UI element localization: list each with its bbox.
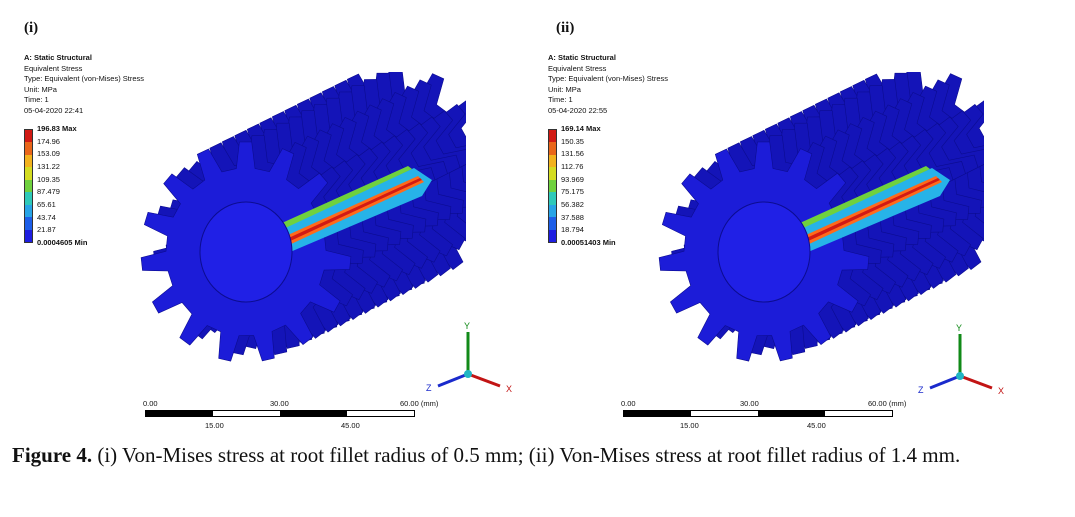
legend-value: 109.35 bbox=[37, 174, 60, 184]
legend-labels: 196.83 Max 174.96 153.09 131.22 109.35 87.479… bbox=[37, 124, 157, 251]
legend-swatch bbox=[25, 167, 32, 180]
legend-value: 131.22 bbox=[37, 161, 60, 171]
y-axis-label: Y bbox=[464, 321, 470, 331]
result-unit: Unit: MPa bbox=[24, 84, 57, 94]
panel-label: (ii) bbox=[556, 20, 575, 36]
z-axis-label: Z bbox=[426, 383, 432, 393]
legend-swatch bbox=[549, 142, 556, 155]
legend-swatch bbox=[549, 204, 556, 218]
legend-swatch bbox=[549, 130, 556, 143]
legend-swatch bbox=[549, 229, 556, 242]
legend-value: 0.00051403 Min bbox=[561, 237, 616, 247]
z-axis-arrow bbox=[929, 374, 961, 390]
triad-origin bbox=[464, 370, 472, 378]
result-time: Time: 1 bbox=[24, 95, 49, 105]
axis-triad: Y X Z bbox=[420, 318, 520, 403]
scale-bar-segments bbox=[623, 410, 893, 417]
legend-value: 112.76 bbox=[561, 161, 584, 171]
z-axis-arrow bbox=[437, 372, 469, 388]
color-scale bbox=[24, 129, 33, 243]
x-axis-label: X bbox=[506, 384, 512, 394]
scale-label-mid: 30.00 bbox=[740, 399, 759, 408]
stress-peak bbox=[271, 178, 422, 249]
legend-swatch bbox=[25, 130, 32, 143]
legend-value: 0.0004605 Min bbox=[37, 237, 88, 247]
stress-mid bbox=[262, 166, 412, 237]
legend-value: 37.588 bbox=[561, 212, 584, 222]
axis-triad: Y X Z bbox=[912, 320, 1012, 405]
legend-value: 21.87 bbox=[37, 225, 56, 235]
scale-label-q3: 45.00 bbox=[341, 421, 360, 430]
legend-value: 65.61 bbox=[37, 199, 56, 209]
legend-swatch bbox=[549, 217, 556, 230]
result-date: 05-04-2020 22:55 bbox=[548, 105, 608, 115]
result-info: A: Static Structural Equivalent Stress T… bbox=[548, 53, 668, 117]
triad-origin bbox=[956, 372, 964, 380]
legend-swatch bbox=[549, 167, 556, 180]
legend-swatch bbox=[549, 154, 556, 168]
result-date: 05-04-2020 22:41 bbox=[24, 105, 84, 115]
legend-swatch bbox=[549, 179, 556, 193]
result-type: Type: Equivalent (von-Mises) Stress bbox=[24, 74, 145, 84]
legend-value: 169.14 Max bbox=[561, 124, 601, 133]
stress-mid bbox=[780, 166, 930, 237]
stress-peak bbox=[789, 178, 940, 249]
legend-swatch bbox=[25, 179, 32, 193]
stress-plot-panel-2: (ii) A: Static Structural Equivalent Str… bbox=[538, 0, 1075, 430]
analysis-name: A: Static Structural bbox=[548, 53, 616, 62]
figure-number: Figure 4. bbox=[12, 443, 93, 467]
panel-label: (i) bbox=[24, 20, 39, 36]
legend-swatch bbox=[25, 154, 32, 168]
scale-label-mid: 30.00 bbox=[270, 399, 289, 408]
legend-swatch bbox=[25, 217, 32, 230]
legend-value: 56.382 bbox=[561, 199, 584, 209]
legend-swatch bbox=[25, 192, 32, 205]
scale-label-zero: 0.00 bbox=[143, 399, 158, 408]
scale-label-q1: 15.00 bbox=[205, 421, 224, 430]
scale-label-q3: 45.00 bbox=[807, 421, 826, 430]
legend-value: 150.35 bbox=[561, 136, 584, 146]
legend-swatch bbox=[25, 204, 32, 218]
caption-text: (i) Von-Mises stress at root fillet radi… bbox=[92, 443, 961, 467]
legend-value: 75.175 bbox=[561, 187, 584, 197]
analysis-name: A: Static Structural bbox=[24, 53, 92, 62]
legend-value: 43.74 bbox=[37, 212, 56, 222]
legend-value: 153.09 bbox=[37, 149, 60, 159]
scale-label-end: 60.00 (mm) bbox=[868, 399, 907, 408]
result-name: Equivalent Stress bbox=[24, 63, 83, 73]
result-time: Time: 1 bbox=[548, 95, 573, 105]
gear-model-render bbox=[136, 66, 502, 397]
scale-label-zero: 0.00 bbox=[621, 399, 636, 408]
x-axis-label: X bbox=[998, 386, 1004, 396]
scale-bar-segments bbox=[145, 410, 415, 417]
gear-model-render bbox=[654, 66, 1020, 397]
scale-label-q1: 15.00 bbox=[680, 421, 699, 430]
z-axis-label: Z bbox=[918, 385, 924, 395]
legend-value: 93.969 bbox=[561, 174, 584, 184]
legend-swatch bbox=[549, 192, 556, 205]
result-name: Equivalent Stress bbox=[548, 63, 607, 73]
legend-value: 174.96 bbox=[37, 136, 60, 146]
result-info: A: Static Structural Equivalent Stress T… bbox=[24, 53, 144, 117]
legend-swatch bbox=[25, 142, 32, 155]
x-axis-arrow bbox=[467, 372, 501, 388]
legend-value: 196.83 Max bbox=[37, 124, 77, 133]
scale-label-end: 60.00 (mm) bbox=[400, 399, 439, 408]
y-axis-label: Y bbox=[956, 323, 962, 333]
legend-labels: 169.14 Max 150.35 131.56 112.76 93.969 75.175… bbox=[561, 124, 681, 251]
gear-bore bbox=[717, 201, 811, 303]
legend-value: 131.56 bbox=[561, 149, 584, 159]
legend-swatch bbox=[25, 229, 32, 242]
legend-value: 18.794 bbox=[561, 225, 584, 235]
x-axis-arrow bbox=[959, 374, 993, 390]
legend-value: 87.479 bbox=[37, 187, 60, 197]
result-unit: Unit: MPa bbox=[548, 84, 581, 94]
color-scale bbox=[548, 129, 557, 243]
gear-bore bbox=[199, 201, 293, 303]
stress-plot-panel-1: (i) A: Static Structural Equivalent Stre… bbox=[0, 0, 537, 430]
result-type: Type: Equivalent (von-Mises) Stress bbox=[548, 74, 669, 84]
figure-caption: Figure 4. (i) Von-Mises stress at root f… bbox=[12, 440, 1062, 470]
